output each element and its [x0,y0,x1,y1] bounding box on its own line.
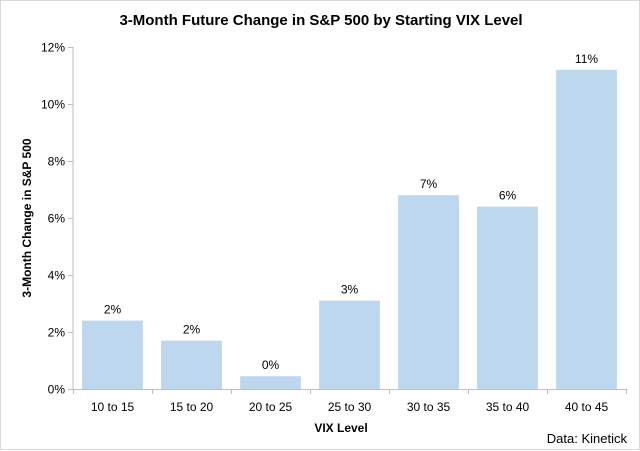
data-label: 11% [575,52,598,66]
y-tick-label: 4% [48,269,66,283]
x-tick-label: 10 to 15 [91,400,135,414]
y-tick-label: 6% [48,212,66,226]
x-tick-label: 20 to 25 [249,400,293,414]
x-tick-label: 35 to 40 [486,400,530,414]
bar [477,206,538,389]
plot-area: 0% 2% 4% 6% 8% 10% 12% 2% 10 to 15 2% 15 to 20 0% 20… [41,41,627,414]
x-tick-label: 25 to 30 [328,400,372,414]
bar [398,195,459,389]
bar [82,320,143,389]
y-tick-label: 0% [48,383,66,397]
bar [556,69,617,390]
y-axis-label: 3-Month Change in S&P 500 [20,138,34,297]
x-tick-label: 40 to 45 [565,400,609,414]
source-note: Data: Kinetick [547,431,628,446]
x-tick-label: 30 to 35 [407,400,451,414]
y-tick-label: 2% [48,326,66,340]
data-label: 0% [262,358,280,372]
data-label: 2% [104,303,122,317]
y-tick-label: 10% [41,98,65,112]
data-label: 7% [420,177,438,191]
bar [240,376,301,389]
bar [319,300,380,389]
data-label: 6% [499,189,517,203]
x-tick-label: 15 to 20 [170,400,214,414]
data-label: 3% [341,283,359,297]
y-tick-label: 8% [48,155,66,169]
data-label: 2% [183,323,201,337]
bar [161,340,222,389]
y-tick-label: 12% [41,41,65,55]
x-axis-label: VIX Level [314,421,367,435]
chart-title: 3-Month Future Change in S&P 500 by Star… [119,12,522,29]
